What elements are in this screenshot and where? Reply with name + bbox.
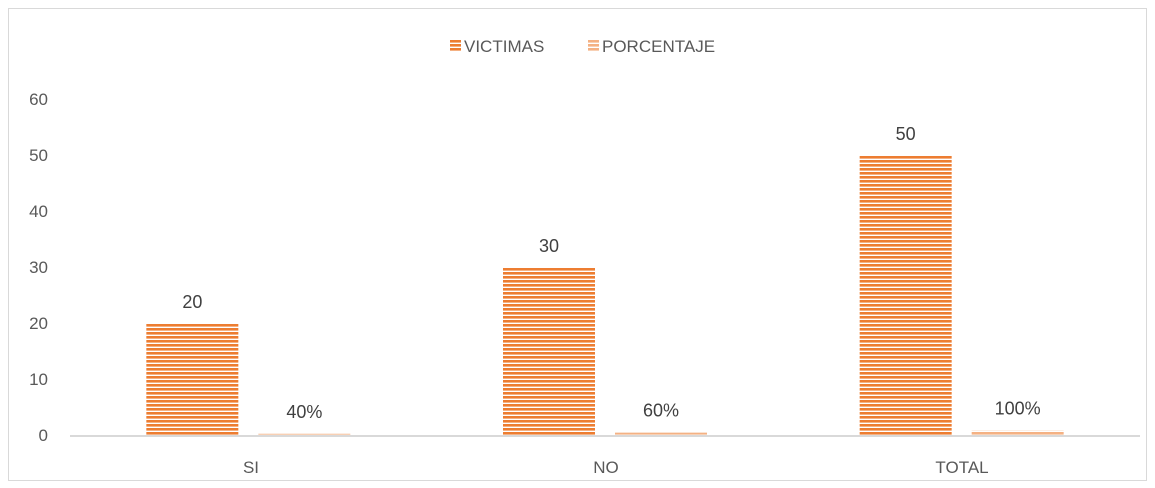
- x-tick-label-total: TOTAL: [935, 458, 988, 477]
- legend: VICTIMAS PORCENTAJE: [450, 37, 715, 56]
- y-axis-labels: 0 10 20 30 40 50 60: [29, 90, 48, 445]
- y-tick-label: 40: [29, 202, 48, 221]
- bar-porcentaje-no: [615, 432, 707, 436]
- bar-porcentaje-total: [971, 430, 1064, 436]
- legend-swatch-victimas: [450, 40, 461, 51]
- data-label-victimas-no: 30: [539, 236, 559, 256]
- legend-label-porcentaje: PORCENTAJE: [602, 37, 715, 56]
- bar-victimas-no: [503, 268, 595, 436]
- y-tick-label: 30: [29, 258, 48, 277]
- x-tick-label-no: NO: [593, 458, 619, 477]
- bars: [146, 156, 1064, 437]
- x-tick-label-si: SI: [243, 458, 259, 477]
- legend-item-victimas: VICTIMAS: [450, 37, 544, 56]
- y-tick-label: 10: [29, 370, 48, 389]
- bar-victimas-total: [859, 156, 952, 436]
- y-tick-label: 60: [29, 90, 48, 109]
- x-axis-labels: SI NO TOTAL: [243, 458, 989, 477]
- y-tick-label: 20: [29, 314, 48, 333]
- data-label-victimas-si: 20: [182, 292, 202, 312]
- data-label-victimas-total: 50: [896, 124, 916, 144]
- data-label-porcentaje-no: 60%: [643, 401, 679, 421]
- y-tick-label: 50: [29, 146, 48, 165]
- data-label-porcentaje-total: 100%: [995, 398, 1041, 418]
- data-labels: 20 40% 30 60% 50 100%: [182, 124, 1040, 422]
- data-label-porcentaje-si: 40%: [286, 402, 322, 422]
- legend-item-porcentaje: PORCENTAJE: [588, 37, 715, 56]
- legend-label-victimas: VICTIMAS: [464, 37, 544, 56]
- y-tick-label: 0: [39, 426, 48, 445]
- legend-swatch-porcentaje: [588, 40, 599, 51]
- bar-victimas-si: [146, 324, 239, 436]
